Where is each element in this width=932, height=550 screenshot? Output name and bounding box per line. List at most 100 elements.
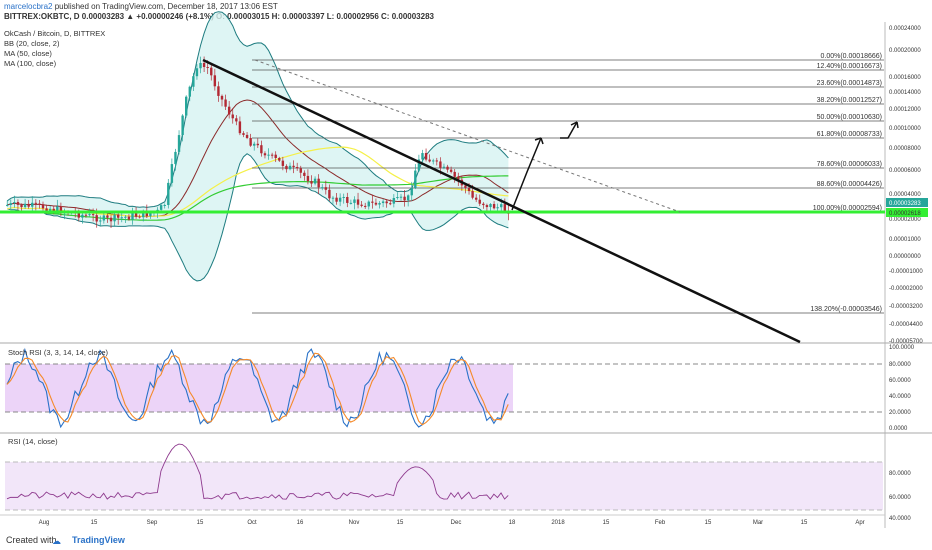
rsi-line-path: [6, 443, 509, 500]
legend-ma50: MA (50, close): [4, 49, 52, 58]
fib-level-label: 0.00%(0.00018666): [821, 53, 883, 60]
ma100-line: [7, 175, 509, 221]
candle-body: [185, 96, 188, 116]
candle-body: [102, 215, 106, 221]
time-tick-label: 15: [197, 520, 204, 526]
candle-body: [231, 114, 234, 119]
candle-body: [295, 167, 299, 169]
candle-body: [435, 160, 438, 162]
candle-body: [500, 204, 503, 208]
candle-body: [88, 214, 91, 216]
candle-body: [181, 115, 184, 136]
stoch-tick-label: 40.0000: [889, 394, 911, 400]
candle-body: [224, 99, 227, 107]
rsi-tick-label: 80.0000: [889, 471, 911, 477]
descending-trendline[interactable]: [202, 58, 801, 344]
created-with-text: Created with: [6, 535, 57, 545]
candle-body: [270, 154, 274, 156]
candle-body: [467, 187, 471, 192]
candle-body: [281, 160, 285, 166]
candle-body: [414, 170, 417, 188]
last-price-tag: [886, 198, 928, 207]
candle-body: [52, 208, 55, 212]
candle-body: [496, 207, 499, 209]
candle-body: [288, 165, 292, 170]
stoch-tick-label: 20.0000: [889, 410, 911, 416]
price-tick-label: 0.00001000: [889, 237, 921, 243]
candle-body: [482, 203, 485, 206]
candle-body: [396, 197, 399, 199]
author-link[interactable]: marcelocbra2: [4, 2, 53, 11]
candle-body: [41, 204, 45, 209]
price-tick-label: -0.00001000: [889, 269, 923, 275]
candle-body: [9, 203, 12, 205]
candle-body: [403, 196, 406, 201]
candle-body: [249, 137, 252, 146]
candle-body: [410, 187, 413, 196]
fib-level-label: 100.00%(0.00002594): [813, 205, 882, 212]
time-tick-label: Sep: [147, 520, 158, 526]
candle-body: [478, 199, 481, 204]
stoch-tick-label: 100.0000: [889, 345, 915, 351]
candle-body: [442, 166, 446, 168]
time-tick-label: 15: [705, 520, 712, 526]
candle-body: [328, 189, 331, 199]
projection-arrow-2[interactable]: [560, 121, 578, 139]
candle-body: [485, 205, 489, 208]
candle-body: [213, 75, 217, 87]
candle-body: [27, 203, 30, 207]
candle-body: [360, 204, 363, 206]
published-text: published on TradingView.com, December 1…: [54, 2, 278, 11]
candle-body: [188, 86, 191, 97]
price-tick-label: 0.00024000: [889, 26, 921, 32]
fib-level-label: 88.60%(0.00004426): [817, 181, 882, 188]
price-tick-label: -0.00005700: [889, 339, 923, 345]
candle-body: [310, 181, 313, 184]
price-tick-label: 0.00004000: [889, 192, 921, 198]
candle-body: [238, 121, 242, 134]
fib-level-label: 12.40%(0.00016673): [817, 63, 882, 70]
candle-body: [159, 205, 163, 210]
candle-body: [417, 159, 421, 171]
price-tick-label: 0.00006000: [889, 168, 921, 174]
candle-body: [346, 196, 349, 203]
candle-body: [235, 118, 238, 122]
candle-body: [324, 187, 328, 190]
rsi-tick-label: 40.0000: [889, 516, 911, 522]
stoch-title: Stoch RSI (3, 3, 14, 14, close): [8, 348, 109, 357]
candle-body: [406, 195, 410, 201]
price-tick-label: -0.00003200: [889, 304, 923, 310]
time-tick-label: 15: [397, 520, 404, 526]
price-tick-label: 0.00002000: [889, 217, 921, 223]
candle-body: [95, 215, 98, 222]
time-tick-label: Apr: [855, 520, 864, 526]
candle-body: [163, 204, 166, 206]
candle-body: [210, 67, 213, 76]
stoch-lines: [6, 347, 509, 429]
candle-body: [338, 197, 342, 202]
candle-body: [242, 133, 245, 135]
candle-body: [503, 204, 507, 211]
arrow-head-2-icon: [570, 121, 579, 129]
candle-body: [335, 197, 338, 202]
candle-body: [439, 161, 442, 168]
candle-body: [453, 171, 456, 177]
candle-body: [106, 215, 109, 218]
time-tick-label: 18: [509, 520, 516, 526]
chart-footer: Created with ☁ TradingView: [0, 530, 932, 550]
candle-body: [274, 154, 277, 159]
candle-body: [303, 172, 306, 176]
projection-arrow-1[interactable]: [511, 137, 542, 211]
tradingview-brand-link[interactable]: TradingView: [72, 535, 125, 545]
candle-body: [113, 214, 116, 222]
fib-level-label: 138.20%(-0.00003546): [810, 306, 882, 313]
candle-body: [138, 216, 141, 218]
candle-body: [99, 220, 102, 222]
candle-body: [220, 95, 224, 100]
candle-body: [84, 214, 88, 216]
candle-body: [20, 204, 23, 208]
price-tick-label: 0.00008000: [889, 146, 921, 152]
candle-body: [331, 197, 335, 199]
candle-body: [457, 176, 460, 180]
candle-body: [349, 202, 353, 204]
